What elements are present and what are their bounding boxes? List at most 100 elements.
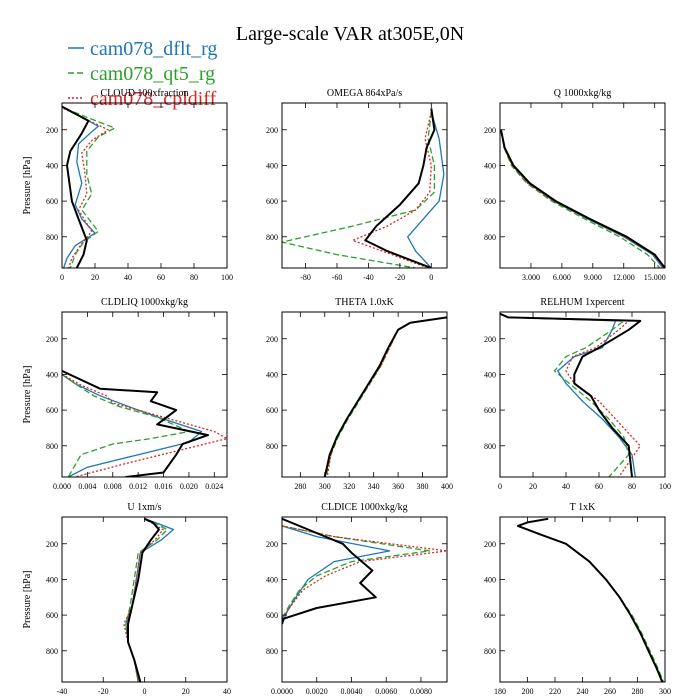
panel-title: Q 1000xkg/kg xyxy=(554,88,612,99)
y-tick-label: 600 xyxy=(46,197,58,206)
x-tick-label: -40 xyxy=(363,273,374,282)
y-tick-label: 400 xyxy=(266,575,278,584)
x-tick-label: 260 xyxy=(604,687,616,696)
series-group xyxy=(500,129,665,268)
y-tick-label: 600 xyxy=(484,406,496,415)
chart-panel: CLDICE 1000xkg/kg 200 400 600 800 0.0000 0.002… xyxy=(266,502,448,696)
plot-frame xyxy=(281,311,448,478)
chart-panel: U 1xm/s Pressure [hPa] 200 400 600 800 -40 -20 0… xyxy=(22,502,231,696)
x-tick-label: 20 xyxy=(182,687,190,696)
x-tick-label: 0 xyxy=(429,273,433,282)
x-tick-label: 0.004 xyxy=(78,482,96,491)
series-line xyxy=(500,129,665,268)
y-tick-label: 800 xyxy=(46,233,58,242)
series-line xyxy=(364,108,436,268)
series-line xyxy=(326,316,447,477)
y-tick-label: 400 xyxy=(46,370,58,379)
x-tick-label: 20 xyxy=(529,482,537,491)
x-tick-label: 360 xyxy=(392,482,404,491)
series-line xyxy=(63,107,109,268)
plot-frame xyxy=(61,311,228,478)
y-tick-label: 200 xyxy=(46,540,58,549)
series-group xyxy=(282,517,447,625)
y-tick-label: 800 xyxy=(484,233,496,242)
y-tick-label: 600 xyxy=(266,611,278,620)
panel-title: CLDICE 1000xkg/kg xyxy=(321,502,407,513)
x-tick-label: 220 xyxy=(549,687,561,696)
series-line xyxy=(517,518,663,682)
series-line xyxy=(407,111,445,268)
y-tick-label: 600 xyxy=(266,197,278,206)
x-tick-label: 40 xyxy=(562,482,570,491)
series-line xyxy=(125,518,168,682)
series-line xyxy=(323,316,447,477)
x-tick-label: -20 xyxy=(98,687,109,696)
series-group xyxy=(516,517,665,682)
legend-label: cam078_dflt_rg xyxy=(90,38,217,60)
panel-title: THETA 1.0xK xyxy=(335,297,394,308)
plot-frame xyxy=(61,102,228,269)
x-tick-label: 280 xyxy=(294,482,306,491)
series-line xyxy=(516,517,664,682)
panel-title: CLDLIQ 1000xkg/kg xyxy=(101,297,188,308)
x-tick-label: 6.000 xyxy=(553,273,571,282)
x-tick-label: 15.000 xyxy=(644,273,666,282)
chart-panel: RELHUM 1xpercent 200 400 600 800 0 20 40 60 80 100 xyxy=(484,297,671,491)
plot-frame xyxy=(499,102,666,269)
y-tick-label: 800 xyxy=(266,647,278,656)
x-tick-label: 0.008 xyxy=(104,482,122,491)
y-tick-label: 800 xyxy=(266,233,278,242)
x-tick-label: 0.024 xyxy=(205,482,223,491)
y-tick-label: 400 xyxy=(484,370,496,379)
series-line xyxy=(62,373,203,477)
x-tick-label: 9.000 xyxy=(584,273,602,282)
x-tick-label: 80 xyxy=(190,273,198,282)
series-line xyxy=(65,107,116,268)
series-group xyxy=(500,312,642,477)
chart-panel: THETA 1.0xK 200 400 600 800 280 300 320 340 360 38… xyxy=(266,297,453,491)
series-line xyxy=(517,518,663,682)
plot-frame xyxy=(61,516,228,683)
series-line xyxy=(282,517,377,625)
x-tick-label: 380 xyxy=(417,482,429,491)
series-line xyxy=(500,129,664,268)
x-tick-label: 40 xyxy=(124,273,132,282)
y-tick-label: 400 xyxy=(46,161,58,170)
y-tick-label: 400 xyxy=(484,575,496,584)
x-tick-label: 0.0020 xyxy=(306,687,328,696)
series-group xyxy=(282,108,445,268)
panel-title: RELHUM 1xpercent xyxy=(540,297,624,308)
x-tick-label: 180 xyxy=(494,687,506,696)
y-tick-label: 600 xyxy=(46,611,58,620)
panel-title: T 1xK xyxy=(570,502,596,513)
x-tick-label: -80 xyxy=(300,273,311,282)
x-tick-label: 0.0060 xyxy=(375,687,397,696)
legend: cam078_dflt_rg cam078_qt5_rg cam078_cpldif… xyxy=(68,38,217,110)
x-tick-label: 40 xyxy=(223,687,231,696)
y-tick-label: 600 xyxy=(484,611,496,620)
series-line xyxy=(282,111,436,268)
x-tick-label: -40 xyxy=(57,687,68,696)
series-group xyxy=(62,369,227,477)
y-tick-label: 800 xyxy=(266,442,278,451)
y-tick-label: 400 xyxy=(266,161,278,170)
series-line xyxy=(500,313,641,477)
x-tick-label: 0 xyxy=(498,482,502,491)
x-tick-label: 100 xyxy=(659,482,671,491)
plot-frame xyxy=(281,516,448,683)
x-tick-label: 0.0080 xyxy=(410,687,432,696)
y-tick-label: 200 xyxy=(484,126,496,135)
y-tick-label: 200 xyxy=(266,540,278,549)
series-line xyxy=(324,316,447,477)
y-tick-label: 400 xyxy=(46,575,58,584)
y-tick-label: 800 xyxy=(484,647,496,656)
series-line xyxy=(500,313,630,477)
x-tick-label: 240 xyxy=(577,687,589,696)
y-tick-label: 600 xyxy=(46,406,58,415)
series-line xyxy=(62,107,99,268)
y-tick-label: 400 xyxy=(484,161,496,170)
panel-title: OMEGA 864xPa/s xyxy=(327,88,402,99)
x-tick-label: 200 xyxy=(522,687,534,696)
